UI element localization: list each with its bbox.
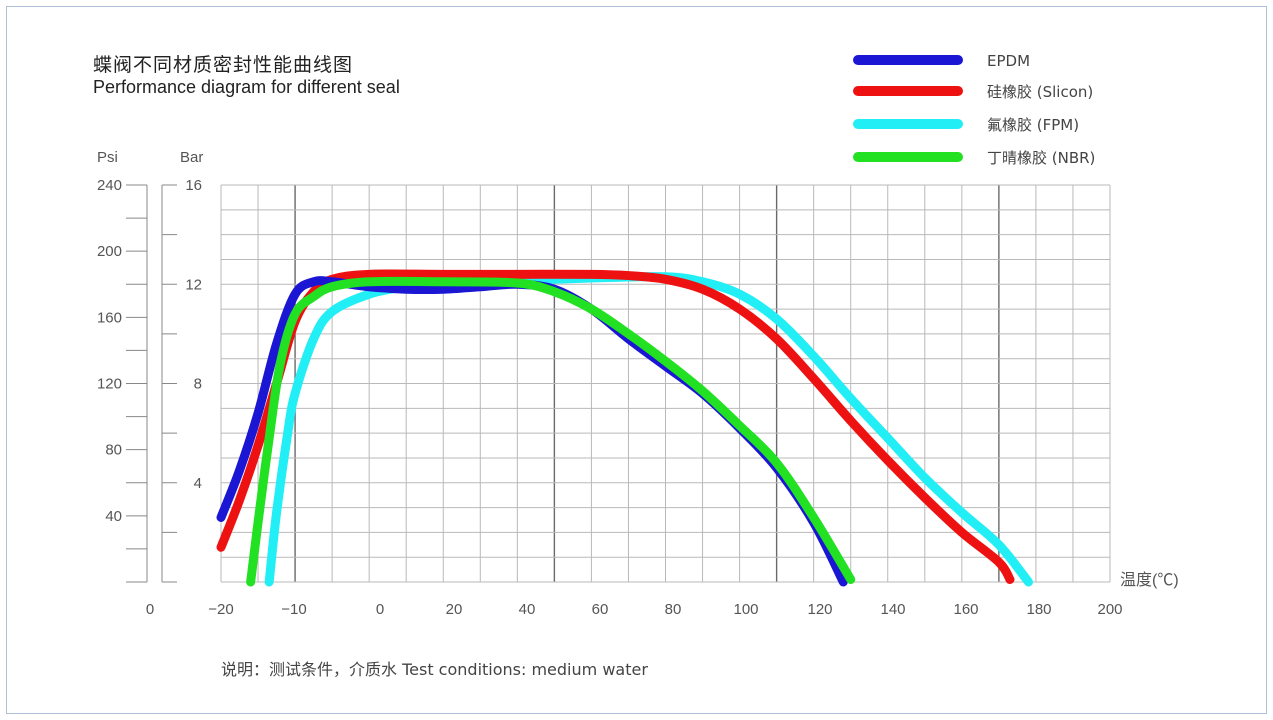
- x-tick-label: 200: [1097, 601, 1122, 618]
- chart-legend: EPDM 硅橡胶 (Slicon) 氟橡胶 (FPM) 丁晴橡胶 (NBR): [853, 52, 1095, 167]
- x-tick-label: 40: [519, 601, 536, 618]
- psi-tick-label: 80: [105, 442, 122, 459]
- legend-label-fpm: 氟橡胶 (FPM): [987, 116, 1079, 134]
- legend-label-nbr: 丁晴橡胶 (NBR): [987, 149, 1095, 167]
- chart-subtitle: Performance diagram for different seal: [93, 77, 400, 97]
- x-tick-label: 60: [592, 601, 609, 618]
- series-line-fpm: [264, 272, 1034, 587]
- chart-series: [216, 269, 1034, 587]
- chart-frame: [6, 6, 1267, 714]
- chart-grid: [220, 184, 1111, 583]
- bar-tick-label: 4: [194, 475, 202, 492]
- bar-tick-label: 16: [185, 177, 202, 194]
- psi-tick-label: 240: [97, 177, 122, 194]
- x-tick-label: −20: [208, 601, 233, 618]
- x-tick-label: −10: [281, 601, 306, 618]
- psi-tick-label: 120: [97, 376, 122, 393]
- legend-label-slicon: 硅橡胶 (Slicon): [987, 83, 1093, 101]
- y-axis-label-bar: Bar: [180, 149, 203, 166]
- x-tick-label: 20: [446, 601, 463, 618]
- x-tick-label: 0: [146, 601, 154, 618]
- x-tick-label: 180: [1026, 601, 1051, 618]
- x-tick-label: 140: [880, 601, 905, 618]
- x-tick-label: 120: [807, 601, 832, 618]
- legend-label-epdm: EPDM: [987, 52, 1030, 70]
- psi-tick-label: 160: [97, 309, 122, 326]
- x-tick-label: 100: [733, 601, 758, 618]
- bar-tick-label: 8: [194, 376, 202, 393]
- chart-title: 蝶阀不同材质密封性能曲线图: [93, 54, 354, 76]
- bar-tick-label: 12: [185, 276, 202, 293]
- series-line-nbr: [246, 276, 856, 587]
- y-axis-label-psi: Psi: [97, 149, 118, 166]
- x-tick-label: 80: [665, 601, 682, 618]
- psi-tick-label: 200: [97, 243, 122, 260]
- psi-tick-label: 40: [105, 508, 122, 525]
- x-tick-label: 0: [376, 601, 384, 618]
- test-conditions-note: 说明：测试条件，介质水 Test conditions: medium wate…: [221, 660, 648, 679]
- x-axis-label: 温度(℃): [1120, 571, 1179, 589]
- x-tick-label: 160: [953, 601, 978, 618]
